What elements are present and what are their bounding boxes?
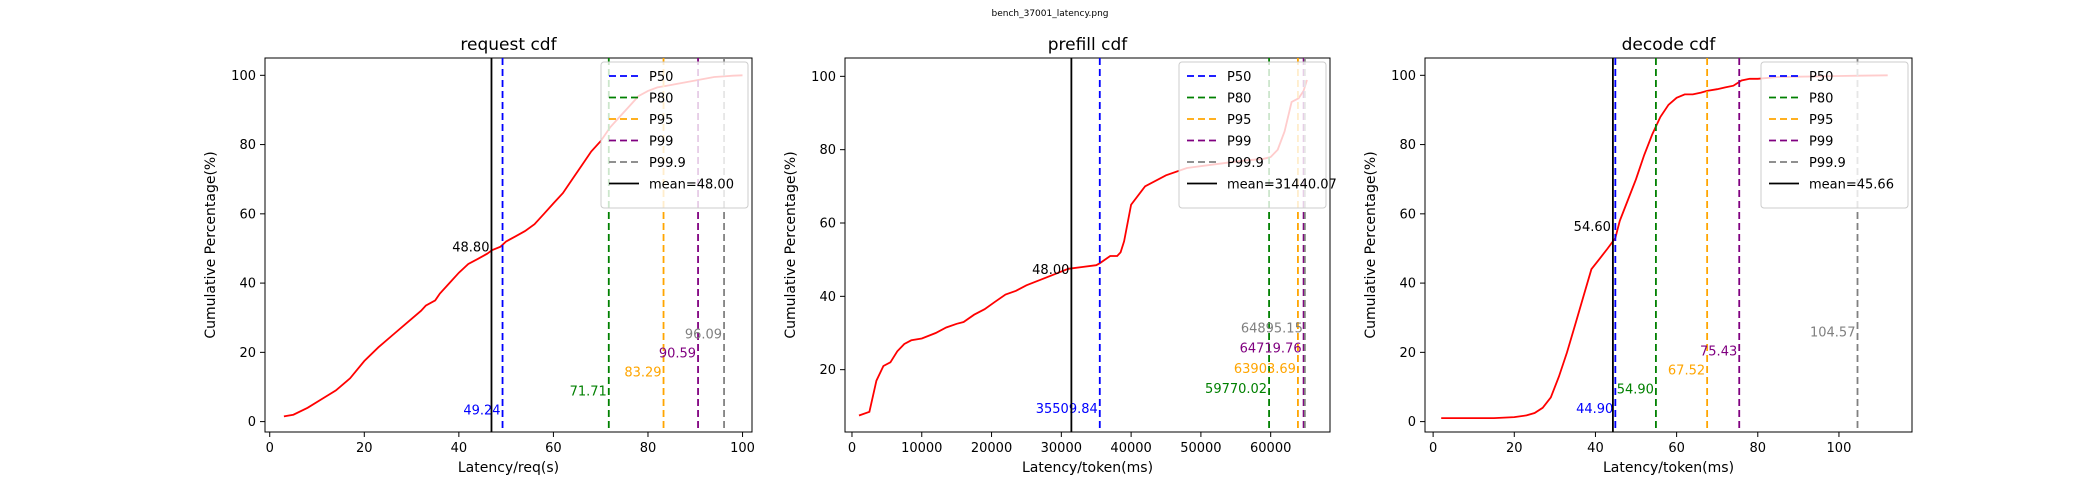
percentile-value-label: 49.24 <box>463 403 500 418</box>
legend-entry-label: P50 <box>1809 70 1833 85</box>
chart-panel-3: decode cdf 0 20 40 60 80 100 0 20 40 60 80 100 Latenc… <box>1363 35 1913 476</box>
chart-panel-2: prefill cdf 0 10000 20000 30000 40000 50000 600… <box>783 35 1337 476</box>
percentile-value-label: 35509.84 <box>1036 402 1098 417</box>
y-tick-label: 100 <box>1391 69 1416 84</box>
legend-entry-label: P80 <box>649 92 673 107</box>
y-axis-label: Cumulative Percentage(%) <box>203 151 219 338</box>
x-tick-label: 40 <box>1587 441 1604 456</box>
percentile-value-label: 75.43 <box>1700 345 1737 360</box>
percentile-value-label: 59770.02 <box>1205 382 1267 397</box>
x-tick-label: 20000 <box>971 441 1012 456</box>
legend-entry-label: mean=31440.07 <box>1227 178 1337 193</box>
legend: P50 P80 P95 P99 P99.9 mean=31440.07 <box>1178 61 1337 209</box>
x-tick-label: 0 <box>1429 441 1437 456</box>
legend: P50 P80 P95 P99 P99.9 mean=45.66 <box>1760 61 1909 209</box>
y-tick-label: 80 <box>819 143 836 158</box>
y-tick-label: 80 <box>239 138 256 153</box>
legend: P50 P80 P95 P99 P99.9 mean=48.00 <box>600 61 749 209</box>
y-tick-label: 20 <box>819 363 836 378</box>
legend-entry-label: P80 <box>1227 92 1251 107</box>
legend-entry-label: P99 <box>1809 135 1833 150</box>
percentile-value-label: 96.09 <box>685 327 722 342</box>
legend-entry-label: P50 <box>1227 70 1251 85</box>
y-tick-label: 100 <box>811 70 836 85</box>
mean-annotation: 48.80 <box>452 241 489 256</box>
y-tick-label: 20 <box>1399 346 1416 361</box>
y-tick-label: 20 <box>239 346 256 361</box>
chart-title: prefill cdf <box>1048 35 1129 55</box>
legend-entry-label: P95 <box>1809 113 1833 128</box>
mean-annotation: 48.00 <box>1032 263 1069 278</box>
x-tick-label: 40000 <box>1110 441 1151 456</box>
x-tick-label: 0 <box>266 441 274 456</box>
y-tick-label: 60 <box>239 207 256 222</box>
x-tick-label: 60000 <box>1250 441 1291 456</box>
legend-entry-label: P99 <box>649 135 673 150</box>
percentile-value-label: 54.90 <box>1617 383 1654 398</box>
x-tick-label: 20 <box>1506 441 1523 456</box>
legend-entry-label: mean=48.00 <box>649 178 734 193</box>
y-tick-label: 0 <box>248 415 256 430</box>
x-tick-label: 60 <box>545 441 562 456</box>
legend-box <box>600 61 749 209</box>
legend-entry-label: P95 <box>649 113 673 128</box>
percentile-value-label: 67.52 <box>1668 364 1705 379</box>
legend-entry-label: P95 <box>1227 113 1251 128</box>
y-tick-label: 0 <box>1408 415 1416 430</box>
x-tick-label: 80 <box>1750 441 1767 456</box>
legend-box <box>1760 61 1909 209</box>
y-tick-label: 100 <box>231 69 256 84</box>
x-tick-label: 100 <box>1827 441 1852 456</box>
x-tick-label: 100 <box>730 441 755 456</box>
figure-title: bench_37001_latency.png <box>991 9 1108 19</box>
x-axis-label: Latency/req(s) <box>458 460 559 476</box>
x-tick-label: 20 <box>356 441 373 456</box>
x-axis-label: Latency/token(ms) <box>1603 460 1734 476</box>
legend-entry-label: mean=45.66 <box>1809 178 1894 193</box>
y-axis-label: Cumulative Percentage(%) <box>1363 151 1379 338</box>
y-tick-label: 40 <box>1399 277 1416 292</box>
legend-entry-label: P50 <box>649 70 673 85</box>
percentile-value-label: 64719.76 <box>1240 342 1302 357</box>
y-axis-label: Cumulative Percentage(%) <box>783 151 799 338</box>
chart-title: request cdf <box>460 35 557 55</box>
legend-entry-label: P80 <box>1809 92 1833 107</box>
percentile-value-label: 104.57 <box>1810 326 1856 341</box>
percentile-value-label: 83.29 <box>624 365 661 380</box>
legend-entry-label: P99.9 <box>1227 156 1264 171</box>
percentile-value-label: 63903.69 <box>1234 362 1296 377</box>
percentile-value-label: 71.71 <box>570 384 607 399</box>
mean-annotation: 54.60 <box>1574 220 1611 235</box>
cdf-line <box>1441 74 1888 420</box>
x-tick-label: 80 <box>640 441 657 456</box>
y-tick-label: 80 <box>1399 138 1416 153</box>
y-tick-label: 60 <box>819 217 836 232</box>
legend-entry-label: P99.9 <box>1809 156 1846 171</box>
percentile-value-label: 44.90 <box>1576 402 1613 417</box>
x-axis-label: Latency/token(ms) <box>1022 460 1153 476</box>
x-tick-label: 60 <box>1668 441 1685 456</box>
y-tick-label: 60 <box>1399 207 1416 222</box>
x-tick-label: 30000 <box>1041 441 1082 456</box>
y-tick-label: 40 <box>819 290 836 305</box>
x-tick-label: 50000 <box>1180 441 1221 456</box>
legend-box <box>1178 61 1327 209</box>
legend-entry-label: P99.9 <box>649 156 686 171</box>
chart-panel-1: request cdf 0 20 40 60 80 100 0 20 40 60 80 100 Laten… <box>203 35 755 476</box>
percentile-value-label: 90.59 <box>659 346 696 361</box>
x-tick-label: 10000 <box>901 441 942 456</box>
chart-title: decode cdf <box>1622 35 1717 55</box>
percentile-value-label: 64895.15 <box>1241 322 1303 337</box>
y-tick-label: 40 <box>239 277 256 292</box>
x-tick-label: 0 <box>848 441 856 456</box>
legend-entry-label: P99 <box>1227 135 1251 150</box>
x-tick-label: 40 <box>451 441 468 456</box>
